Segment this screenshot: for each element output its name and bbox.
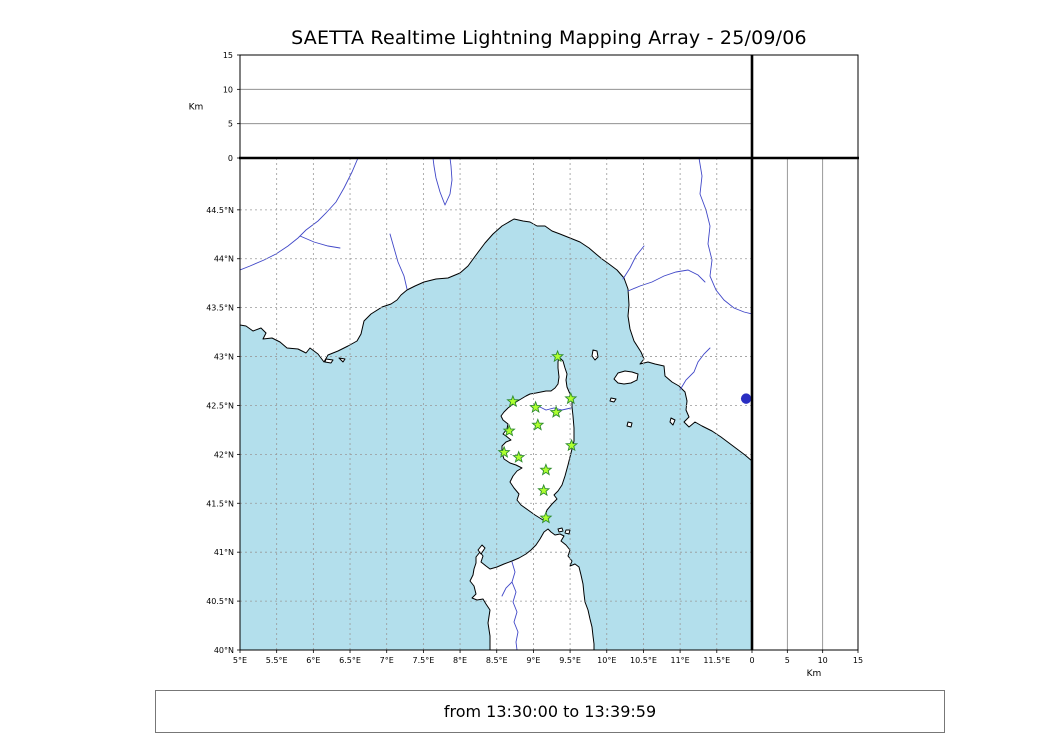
lat-tick-label: 42°N: [214, 450, 234, 459]
lon-tick-label: 8.5°E: [486, 656, 508, 665]
lat-tick-label: 41.5°N: [206, 499, 234, 508]
lon-tick-label: 10.5°E: [630, 656, 657, 665]
lat-tick-label: 40°N: [214, 646, 234, 655]
lat-tick-label: 44°N: [214, 255, 234, 264]
coast-small-islands: [324, 349, 676, 555]
lat-tick-label: 44.5°N: [206, 206, 234, 215]
lat-tick-label: 43°N: [214, 353, 234, 362]
panel-borders: [239, 54, 859, 651]
alt-tick-label-top: 10: [223, 85, 233, 94]
alt-tick-label-top: 0: [228, 154, 233, 163]
lon-tick-label: 5°E: [233, 656, 247, 665]
time-range-box: from 13:30:00 to 13:39:59: [155, 690, 945, 733]
station-marker: [564, 391, 578, 405]
lon-tick-label: 9°E: [526, 656, 540, 665]
station-marker: [539, 511, 553, 524]
lake-marker: [740, 393, 752, 404]
topright-panel-frame: [751, 54, 859, 159]
lat-tick-label: 41°N: [214, 548, 234, 557]
station-marker: [565, 438, 579, 452]
station-marker: [506, 394, 520, 408]
rivers: [240, 158, 752, 650]
plot-title: SAETTA Realtime Lightning Mapping Array …: [291, 27, 807, 49]
lon-tick-label: 6.5°E: [339, 656, 361, 665]
alt-tick-label-top: 5: [228, 120, 233, 129]
altitude-axis-label-right: Km: [807, 669, 822, 679]
lon-tick-label: 8°E: [453, 656, 467, 665]
lon-tick-label: 11.5°E: [703, 656, 730, 665]
coast-sardinia: [469, 528, 595, 650]
lon-tick-label: 10°E: [597, 656, 616, 665]
lon-tick-label: 6°E: [306, 656, 320, 665]
altitude-axis-label-top: Km: [189, 103, 204, 113]
top-panel-frame: [239, 54, 753, 159]
lat-tick-label: 42.5°N: [206, 401, 234, 410]
tick-labels-layer: 5°E 5.5°E 6°E 6.5°E 7°E 7.5°E 8°E 8.5°E 9°E 9.5°E…: [189, 51, 863, 679]
alt-tick-label-right: 15: [853, 656, 863, 665]
lon-tick-label: 7.5°E: [412, 656, 434, 665]
station-marker: [512, 450, 526, 463]
station-marker: [529, 400, 543, 414]
coast-corsica: [500, 356, 575, 521]
lat-tick-label: 43.5°N: [206, 304, 234, 313]
station-marker: [549, 405, 563, 418]
lake-layer: [740, 393, 752, 404]
lon-tick-label: 9.5°E: [559, 656, 581, 665]
alt-tick-label-right: 5: [785, 656, 790, 665]
coast-mainland-france-italy: [240, 158, 752, 462]
alt-tick-label-right: 10: [818, 656, 828, 665]
lon-tick-label: 7°E: [380, 656, 394, 665]
map-grid-layer: [240, 158, 752, 650]
lon-tick-label: 11°E: [670, 656, 689, 665]
coastlines-layer: [240, 158, 752, 650]
station-marker: [497, 445, 511, 458]
stations-layer: [497, 349, 579, 524]
station-marker: [537, 483, 551, 497]
station-marker: [539, 463, 553, 476]
station-marker: [531, 418, 545, 431]
lat-tick-label: 40.5°N: [206, 597, 234, 606]
alt-tick-label-top: 15: [223, 51, 233, 60]
lon-tick-label: 5.5°E: [266, 656, 288, 665]
altitude-grid-layer: [240, 88, 824, 650]
right-panel-frame: [751, 157, 859, 651]
station-marker: [551, 349, 565, 363]
alt-tick-label-right: 0: [749, 656, 754, 665]
station-marker: [502, 424, 516, 437]
time-range-text: from 13:30:00 to 13:39:59: [443, 702, 657, 721]
